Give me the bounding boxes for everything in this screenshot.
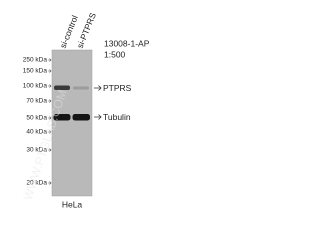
marker-label: 250 kDa [23, 57, 48, 64]
antibody-catalog: 13008-1-AP [104, 38, 150, 48]
marker-arrow [48, 130, 52, 134]
marker-arrow [48, 116, 52, 120]
band-ptprs-control [54, 85, 70, 90]
band-label: Tubulin [103, 112, 131, 122]
marker-label: 70 kDa [26, 98, 47, 105]
marker-arrow [48, 181, 52, 185]
marker-arrow [48, 69, 52, 73]
marker-label: 50 kDa [26, 115, 47, 122]
marker-label: 20 kDa [26, 180, 47, 187]
membrane-border [51, 49, 93, 197]
band-tubulin-knockdown [72, 114, 90, 121]
marker-arrow [48, 84, 52, 88]
band-arrow [94, 85, 102, 91]
marker-label: 30 kDa [26, 147, 47, 154]
membrane [52, 50, 92, 196]
lane-label: si-PTPRS [75, 11, 98, 50]
band-tubulin-control [53, 114, 71, 121]
marker-label: 100 kDa [23, 83, 48, 90]
band-arrow [94, 114, 102, 120]
marker-ladder: 250 kDa 150 kDa 100 kDa 70 kDa 50 kDa 40… [23, 57, 52, 187]
antibody-dilution: 1:500 [104, 49, 126, 59]
marker-arrow [48, 148, 52, 152]
marker-arrow [48, 58, 52, 62]
marker-label: 150 kDa [23, 68, 48, 75]
marker-arrow [48, 99, 52, 103]
band-ptprs-knockdown [73, 86, 89, 90]
western-blot-figure: si-control si-PTPRS 13008-1-AP 1:500 250… [21, 11, 150, 209]
band-label: PTPRS [103, 83, 132, 93]
marker-label: 40 kDa [26, 129, 47, 136]
cell-line: HeLa [62, 199, 83, 209]
